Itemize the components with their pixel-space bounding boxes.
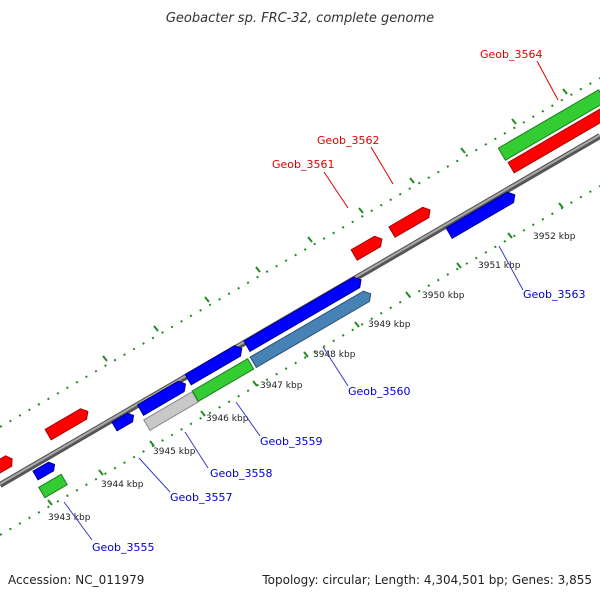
lower-dotted-track [0, 185, 600, 536]
upper-dotted-track [0, 77, 600, 428]
map-title: Geobacter sp. FRC-32, complete genome [166, 11, 434, 26]
gene-label-geob-3561[interactable]: Geob_3561 [272, 158, 335, 171]
gene-blue-3558b[interactable] [184, 343, 245, 386]
gene-red-3556[interactable] [44, 406, 91, 441]
gene-geob-3562[interactable] [388, 205, 433, 238]
gene-label-geob-3560[interactable]: Geob_3560 [348, 385, 411, 398]
scale-tick-3945: 3945 kbp [153, 447, 196, 457]
scale-tick-3943: 3943 kbp [48, 513, 91, 523]
gene-geob-3564-green[interactable] [497, 89, 600, 161]
gene-geob-3555-blue[interactable] [32, 460, 57, 481]
gene-label-geob-3559[interactable]: Geob_3559 [260, 435, 323, 448]
gene-label-geob-3558[interactable]: Geob_3558 [210, 467, 273, 480]
accession-text: Accession: NC_011979 [8, 573, 145, 587]
gene-label-geob-3564[interactable]: Geob_3564 [480, 48, 543, 61]
gene-geob-3557[interactable] [136, 379, 189, 416]
gene-label-geob-3555[interactable]: Geob_3555 [92, 541, 155, 554]
gene-geob-3559[interactable] [191, 358, 255, 402]
gene-label-geob-3563[interactable]: Geob_3563 [523, 288, 586, 301]
gene-blue-small[interactable] [111, 411, 136, 432]
gene-label-geob-3562[interactable]: Geob_3562 [317, 134, 380, 147]
genome-summary-text: Topology: circular; Length: 4,304,501 bp… [262, 573, 592, 587]
upper-track-major-ticks [102, 88, 568, 362]
lower-track-major-ticks [47, 202, 564, 506]
gene-red-edge[interactable] [0, 454, 15, 476]
scale-labels: 3943 kbp 3944 kbp 3945 kbp 3946 kbp 3947… [48, 232, 576, 523]
gene-geob-3558[interactable] [143, 391, 199, 431]
gene-label-geob-3557[interactable]: Geob_3557 [170, 491, 233, 504]
gene-geob-3560[interactable] [249, 289, 374, 369]
gene-blue-long[interactable] [243, 275, 364, 353]
scale-tick-3944: 3944 kbp [101, 480, 144, 490]
gene-geob-3555-green[interactable] [38, 473, 68, 499]
gene-geob-3563[interactable] [445, 190, 518, 239]
gene-labels: Geob_3555 Geob_3557 Geob_3558 Geob_3559 … [92, 48, 586, 554]
scale-tick-3951: 3951 kbp [478, 261, 521, 271]
gene-geob-3564-red[interactable] [507, 108, 600, 174]
genes [0, 89, 600, 499]
scale-tick-3948: 3948 kbp [313, 350, 356, 360]
scale-tick-3947: 3947 kbp [260, 381, 303, 391]
gene-geob-3561[interactable] [350, 234, 385, 261]
label-leaders [63, 60, 559, 541]
scale-tick-3949: 3949 kbp [368, 320, 411, 330]
scale-tick-3952: 3952 kbp [533, 232, 576, 242]
scale-tick-3950: 3950 kbp [422, 291, 465, 301]
scale-tick-3946: 3946 kbp [206, 414, 249, 424]
